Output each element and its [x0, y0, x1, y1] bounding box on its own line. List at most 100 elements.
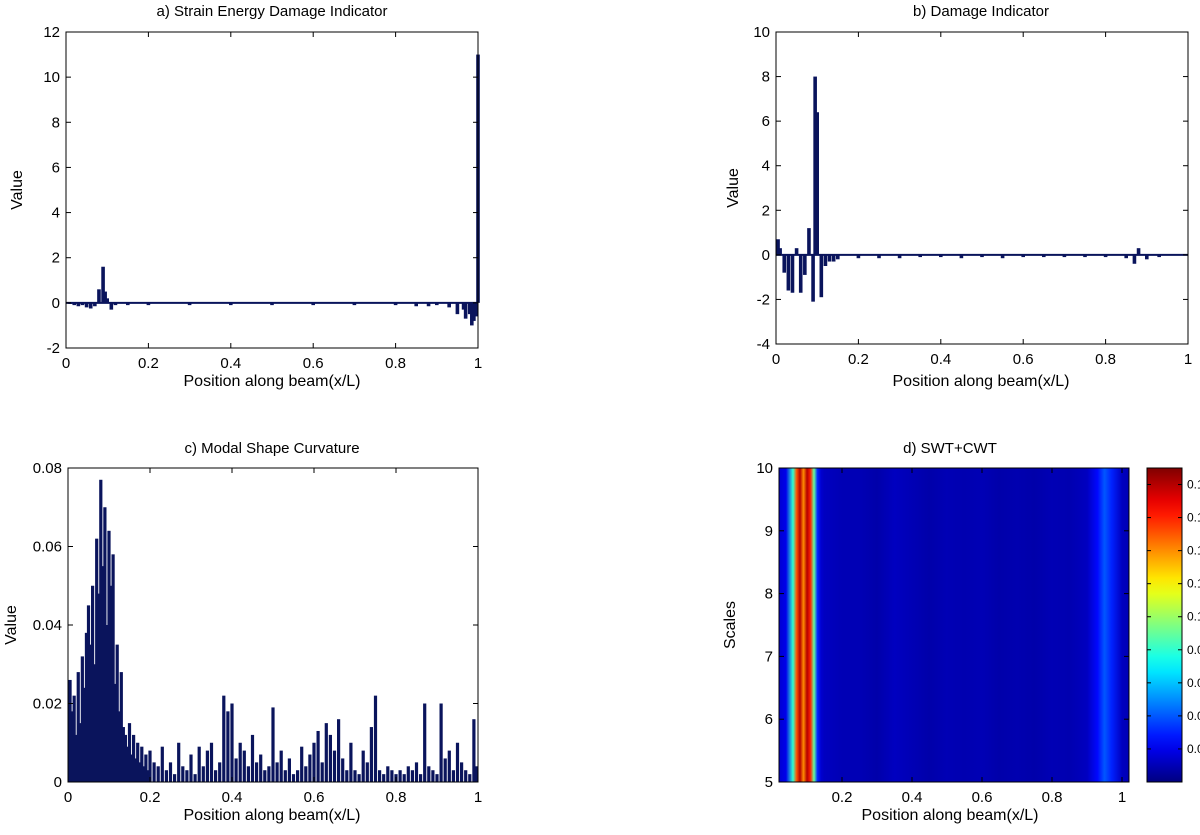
bar [1124, 254, 1128, 259]
bar [109, 585, 113, 782]
bar [463, 302, 468, 319]
bar [140, 746, 144, 782]
bar [349, 742, 353, 782]
colorbar-tick-label: 0.14 [1187, 544, 1200, 558]
x-tick-label: 0.8 [386, 789, 407, 806]
y-tick-label: 8 [765, 586, 773, 603]
bar [291, 774, 296, 782]
panel-d-x-label: Position along beam(x/L) [862, 807, 1039, 824]
x-tick-label: 0.2 [848, 351, 869, 368]
bar [218, 762, 222, 782]
x-tick-label: 0.4 [902, 789, 923, 806]
x-tick-label: 0.4 [222, 789, 243, 806]
y-tick-label: -4 [757, 336, 770, 353]
y-tick-label: 0 [762, 247, 770, 264]
x-tick-label: 0.4 [930, 351, 951, 368]
bar [311, 302, 315, 306]
colorbar-tick-label: 0.08 [1187, 643, 1200, 657]
bar [813, 76, 817, 255]
bar [341, 758, 345, 782]
bar [88, 644, 93, 782]
bar [255, 762, 259, 782]
bar [107, 530, 111, 782]
panel-b-x-label: Position along beam(x/L) [893, 373, 1070, 390]
bar [803, 254, 807, 275]
bar [1083, 254, 1087, 258]
x-tick-label: 0.6 [972, 789, 993, 806]
panel-a-x-ticks: 0 0.2 0.4 0.6 0.8 1 [62, 32, 482, 372]
bar [435, 302, 439, 306]
colorbar-tick-label: 0.18 [1187, 478, 1200, 492]
bar [229, 302, 233, 306]
panel-b-title: b) Damage Indicator [913, 3, 1049, 20]
bar [123, 734, 127, 782]
bar [402, 774, 406, 782]
panel-d-y-ticks: 5 6 7 8 9 10 [756, 460, 1129, 791]
bar [1132, 254, 1137, 264]
bar [798, 254, 803, 293]
panel-b-y-label: Value [725, 168, 742, 208]
bar [76, 302, 81, 307]
y-tick-label: 2 [52, 250, 60, 267]
y-tick-label: 10 [753, 24, 770, 41]
bar [443, 758, 447, 782]
panel-d-swt-cwt-heatmap: d) SWT+CWT 5 6 7 8 9 10 0.2 0.4 0.6 0.8 1 Positio… [722, 440, 1200, 824]
bar [831, 254, 836, 262]
bar [209, 742, 214, 782]
bar [468, 774, 472, 782]
bar [959, 254, 964, 259]
y-tick-label: 0.06 [33, 539, 62, 556]
bar [230, 703, 234, 782]
bar [109, 302, 114, 310]
bar [160, 746, 164, 782]
y-tick-label: 6 [765, 711, 773, 728]
bar [72, 695, 76, 782]
x-tick-label: 1 [474, 789, 482, 806]
bar [353, 770, 357, 782]
bar [205, 750, 209, 782]
x-tick-label: 1 [1118, 789, 1126, 806]
panel-c-x-label: Position along beam(x/L) [184, 807, 361, 824]
bar [267, 766, 271, 782]
panel-a-y-ticks: -2 0 2 4 6 8 10 12 [43, 24, 478, 357]
bar [1042, 254, 1046, 258]
bar [86, 605, 91, 782]
bar [271, 707, 275, 782]
bar [259, 754, 263, 782]
bar [185, 770, 189, 782]
bar [270, 302, 274, 306]
bar [103, 507, 107, 782]
colorbar-tick-label: 0.16 [1187, 511, 1200, 525]
bar [121, 727, 125, 782]
y-tick-label: 10 [43, 69, 60, 86]
bar [275, 762, 279, 782]
bar [246, 766, 250, 782]
bar [80, 656, 84, 782]
bar [426, 302, 431, 307]
bar [234, 758, 238, 782]
panel-c-modal-shape-curvature: c) Modal Shape Curvature 0 0.02 0.04 0.06 0.… [3, 440, 482, 824]
bar [181, 766, 185, 782]
bar [1157, 254, 1161, 258]
bar [117, 711, 121, 782]
bar [88, 302, 93, 309]
bar [287, 758, 291, 782]
bar [414, 302, 418, 307]
bar [369, 727, 373, 782]
colorbar-tick-label: 0.02 [1187, 742, 1200, 756]
panel-b-y-ticks: -4 -2 0 2 4 6 8 10 [753, 24, 1188, 353]
bar [352, 302, 357, 306]
y-tick-label: 0 [54, 774, 62, 791]
bar [1000, 254, 1005, 259]
bar [197, 746, 201, 782]
bar [103, 291, 107, 303]
panel-b-x-ticks: 0 0.2 0.4 0.6 0.8 1 [772, 32, 1192, 368]
bar [177, 742, 181, 782]
bar [819, 254, 824, 298]
bar [222, 695, 226, 782]
bar [423, 703, 427, 782]
colorbar-tick-label: 0.04 [1187, 709, 1200, 723]
bar [105, 298, 109, 303]
bar [193, 774, 197, 782]
